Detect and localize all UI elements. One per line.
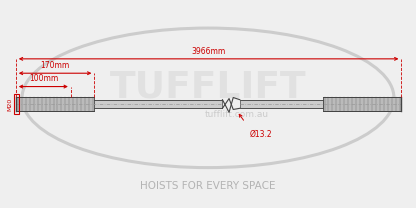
Text: 100mm: 100mm: [29, 74, 58, 83]
Bar: [240, 100, 323, 108]
Text: M20: M20: [7, 97, 12, 111]
Bar: [16, 97, 94, 111]
Text: 3966mm: 3966mm: [191, 47, 226, 56]
Bar: [14, 94, 19, 114]
Bar: [94, 100, 223, 108]
Text: tufflift.com.au: tufflift.com.au: [205, 110, 269, 119]
Text: 170mm: 170mm: [40, 61, 70, 70]
Text: Ø13.2: Ø13.2: [249, 130, 272, 139]
Bar: [323, 97, 401, 111]
Text: TUFFLIFT: TUFFLIFT: [110, 70, 306, 106]
Text: HOISTS FOR EVERY SPACE: HOISTS FOR EVERY SPACE: [140, 181, 276, 191]
